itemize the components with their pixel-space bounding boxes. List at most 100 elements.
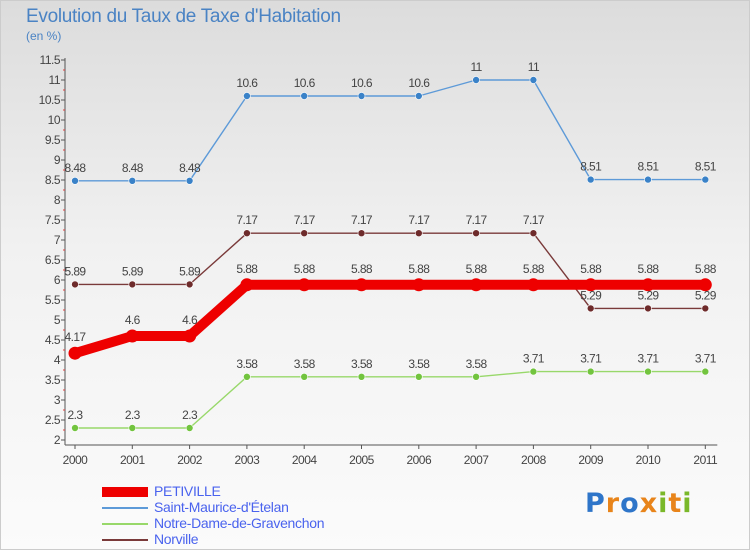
point-norville [586,304,595,313]
point-saint-maurice-d-etelan [586,175,595,184]
data-label-petiville: 4.17 [65,330,87,344]
legend-label-notre-dame: Notre-Dame-de-Gravenchon [154,515,325,531]
series-line-norville [75,232,706,310]
data-label-petiville: 4.6 [125,313,141,327]
point-notre-dame-de-gravenchon [644,367,652,376]
series-line-saint-maurice-d-etelan [75,79,706,182]
legend-label-norville: Norville [154,531,199,547]
data-label-saint-maurice-d-etelan: 11 [470,60,482,74]
data-label-norville: 5.29 [580,288,602,302]
data-label-notre-dame-de-gravenchon: 3.71 [638,352,660,366]
data-label-saint-maurice-d-etelan: 8.51 [580,160,602,174]
point-norville [472,229,480,237]
y-tick-label: 6 [54,273,61,287]
data-label-petiville: 5.88 [466,262,488,276]
point-petiville [68,346,82,360]
legend-swatch-notre-dame [102,523,148,525]
x-tick-label: 2011 [693,453,718,467]
y-tick-label: 7.5 [45,213,61,227]
point-petiville [584,278,598,292]
point-saint-maurice-d-etelan [414,92,423,100]
data-label-petiville: 5.88 [408,262,430,276]
point-saint-maurice-d-etelan [243,92,251,100]
point-saint-maurice-d-etelan [701,175,710,184]
point-norville [414,229,423,237]
data-label-norville: 7.17 [351,213,373,227]
data-label-saint-maurice-d-etelan: 8.48 [65,161,87,175]
point-norville [300,229,309,237]
point-petiville [469,278,483,292]
data-label-petiville: 5.88 [294,262,316,276]
x-tick-label: 2000 [63,453,89,467]
legend-swatch-norville [102,539,148,541]
legend-label-saint-maurice: Saint-Maurice-d'Ételan [154,499,289,515]
point-norville [701,304,710,313]
point-petiville [412,278,426,292]
data-label-norville: 7.17 [466,213,488,227]
y-tick-label: 10 [48,113,61,127]
logo-letter: t [668,488,683,519]
point-notre-dame-de-gravenchon [701,367,710,376]
point-norville [71,280,79,289]
legend-swatch-saint-maurice [102,507,148,509]
data-label-notre-dame-de-gravenchon: 3.58 [294,357,316,371]
data-label-saint-maurice-d-etelan: 10.6 [294,76,316,90]
data-label-saint-maurice-d-etelan: 10.6 [351,76,373,90]
point-petiville [297,278,311,292]
y-tick-label: 8 [54,193,61,207]
x-tick-label: 2007 [464,453,490,467]
point-saint-maurice-d-etelan [529,76,538,84]
data-label-notre-dame-de-gravenchon: 3.71 [523,352,545,366]
data-label-saint-maurice-d-etelan: 8.51 [638,160,660,174]
data-label-norville: 5.89 [122,264,144,278]
y-tick-label: 10.5 [39,93,61,107]
y-tick-label: 2.5 [45,413,61,427]
point-saint-maurice-d-etelan [472,76,480,84]
logo-letter: i [658,488,669,519]
x-tick-label: 2005 [349,453,375,467]
point-saint-maurice-d-etelan [357,92,366,100]
point-norville [185,280,194,289]
data-label-norville: 7.17 [408,213,430,227]
unit-label: (en %) [26,29,62,43]
point-saint-maurice-d-etelan [128,177,137,185]
logo-letter: o [620,488,640,519]
point-notre-dame-de-gravenchon [414,372,423,381]
x-tick-label: 2008 [521,453,547,467]
point-petiville [526,278,540,292]
x-tick-label: 2003 [235,453,261,467]
data-label-norville: 5.89 [179,264,201,278]
point-notre-dame-de-gravenchon [300,372,309,381]
x-tick-label: 2001 [120,453,146,467]
data-label-notre-dame-de-gravenchon: 2.3 [182,408,198,422]
chart-title: Evolution du Taux de Taxe d'Habitation [26,6,341,27]
data-label-notre-dame-de-gravenchon: 3.58 [466,357,488,371]
data-label-petiville: 5.88 [351,262,373,276]
y-tick-label: 9 [54,153,61,167]
x-tick-label: 2009 [578,453,604,467]
point-notre-dame-de-gravenchon [71,424,79,432]
point-petiville [240,278,254,292]
x-tick-label: 2002 [177,453,203,467]
data-label-saint-maurice-d-etelan: 10.6 [408,76,430,90]
y-tick-label: 4.5 [45,333,61,347]
data-label-saint-maurice-d-etelan: 8.48 [179,161,201,175]
point-petiville [125,329,139,343]
point-notre-dame-de-gravenchon [243,372,251,381]
y-tick-label: 3.5 [45,373,61,387]
point-saint-maurice-d-etelan [300,92,309,100]
point-notre-dame-de-gravenchon [529,367,538,376]
proxiti-logo: Proxiti [585,488,693,519]
point-norville [243,229,251,237]
point-notre-dame-de-gravenchon [472,372,480,381]
data-label-norville: 7.17 [294,213,316,227]
y-tick-label: 5.5 [45,293,61,307]
data-label-saint-maurice-d-etelan: 10.6 [236,76,258,90]
point-petiville [698,278,712,292]
data-label-norville: 5.89 [65,264,87,278]
data-label-notre-dame-de-gravenchon: 3.71 [580,352,602,366]
data-label-petiville: 5.88 [580,262,602,276]
y-tick-label: 6.5 [45,253,61,267]
